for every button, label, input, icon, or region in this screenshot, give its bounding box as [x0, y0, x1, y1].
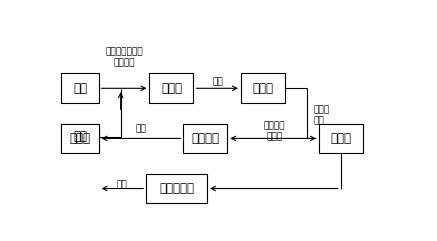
Text: 浓缩液: 浓缩液: [330, 132, 351, 145]
Text: 速溶茶余液: 速溶茶余液: [159, 182, 194, 195]
Text: 洗涤膜分: 洗涤膜分: [264, 121, 285, 130]
FancyBboxPatch shape: [319, 124, 363, 153]
Text: 乙醇: 乙醇: [73, 130, 87, 143]
FancyBboxPatch shape: [146, 174, 207, 203]
Text: 化碳萃取: 化碳萃取: [113, 59, 135, 68]
Text: 超滤膜: 超滤膜: [314, 105, 330, 114]
Text: 超临界二氧化碳: 超临界二氧化碳: [105, 48, 143, 57]
Text: 萃取罐: 萃取罐: [161, 82, 182, 95]
Text: 浓溶茶: 浓溶茶: [69, 132, 90, 145]
Text: 有益组分: 有益组分: [191, 132, 219, 145]
Text: 干渣: 干渣: [135, 125, 146, 134]
Text: 离提取: 离提取: [266, 132, 282, 141]
Text: 余茶: 余茶: [117, 180, 128, 189]
FancyBboxPatch shape: [184, 124, 227, 153]
FancyBboxPatch shape: [61, 124, 99, 149]
FancyBboxPatch shape: [241, 74, 285, 103]
FancyBboxPatch shape: [149, 74, 194, 103]
Text: 过滤: 过滤: [314, 116, 324, 125]
Text: 浓缩液: 浓缩液: [253, 82, 274, 95]
FancyBboxPatch shape: [61, 74, 99, 103]
Text: 茶子: 茶子: [73, 82, 87, 95]
Text: 纯水: 纯水: [213, 77, 224, 86]
FancyBboxPatch shape: [61, 124, 99, 153]
